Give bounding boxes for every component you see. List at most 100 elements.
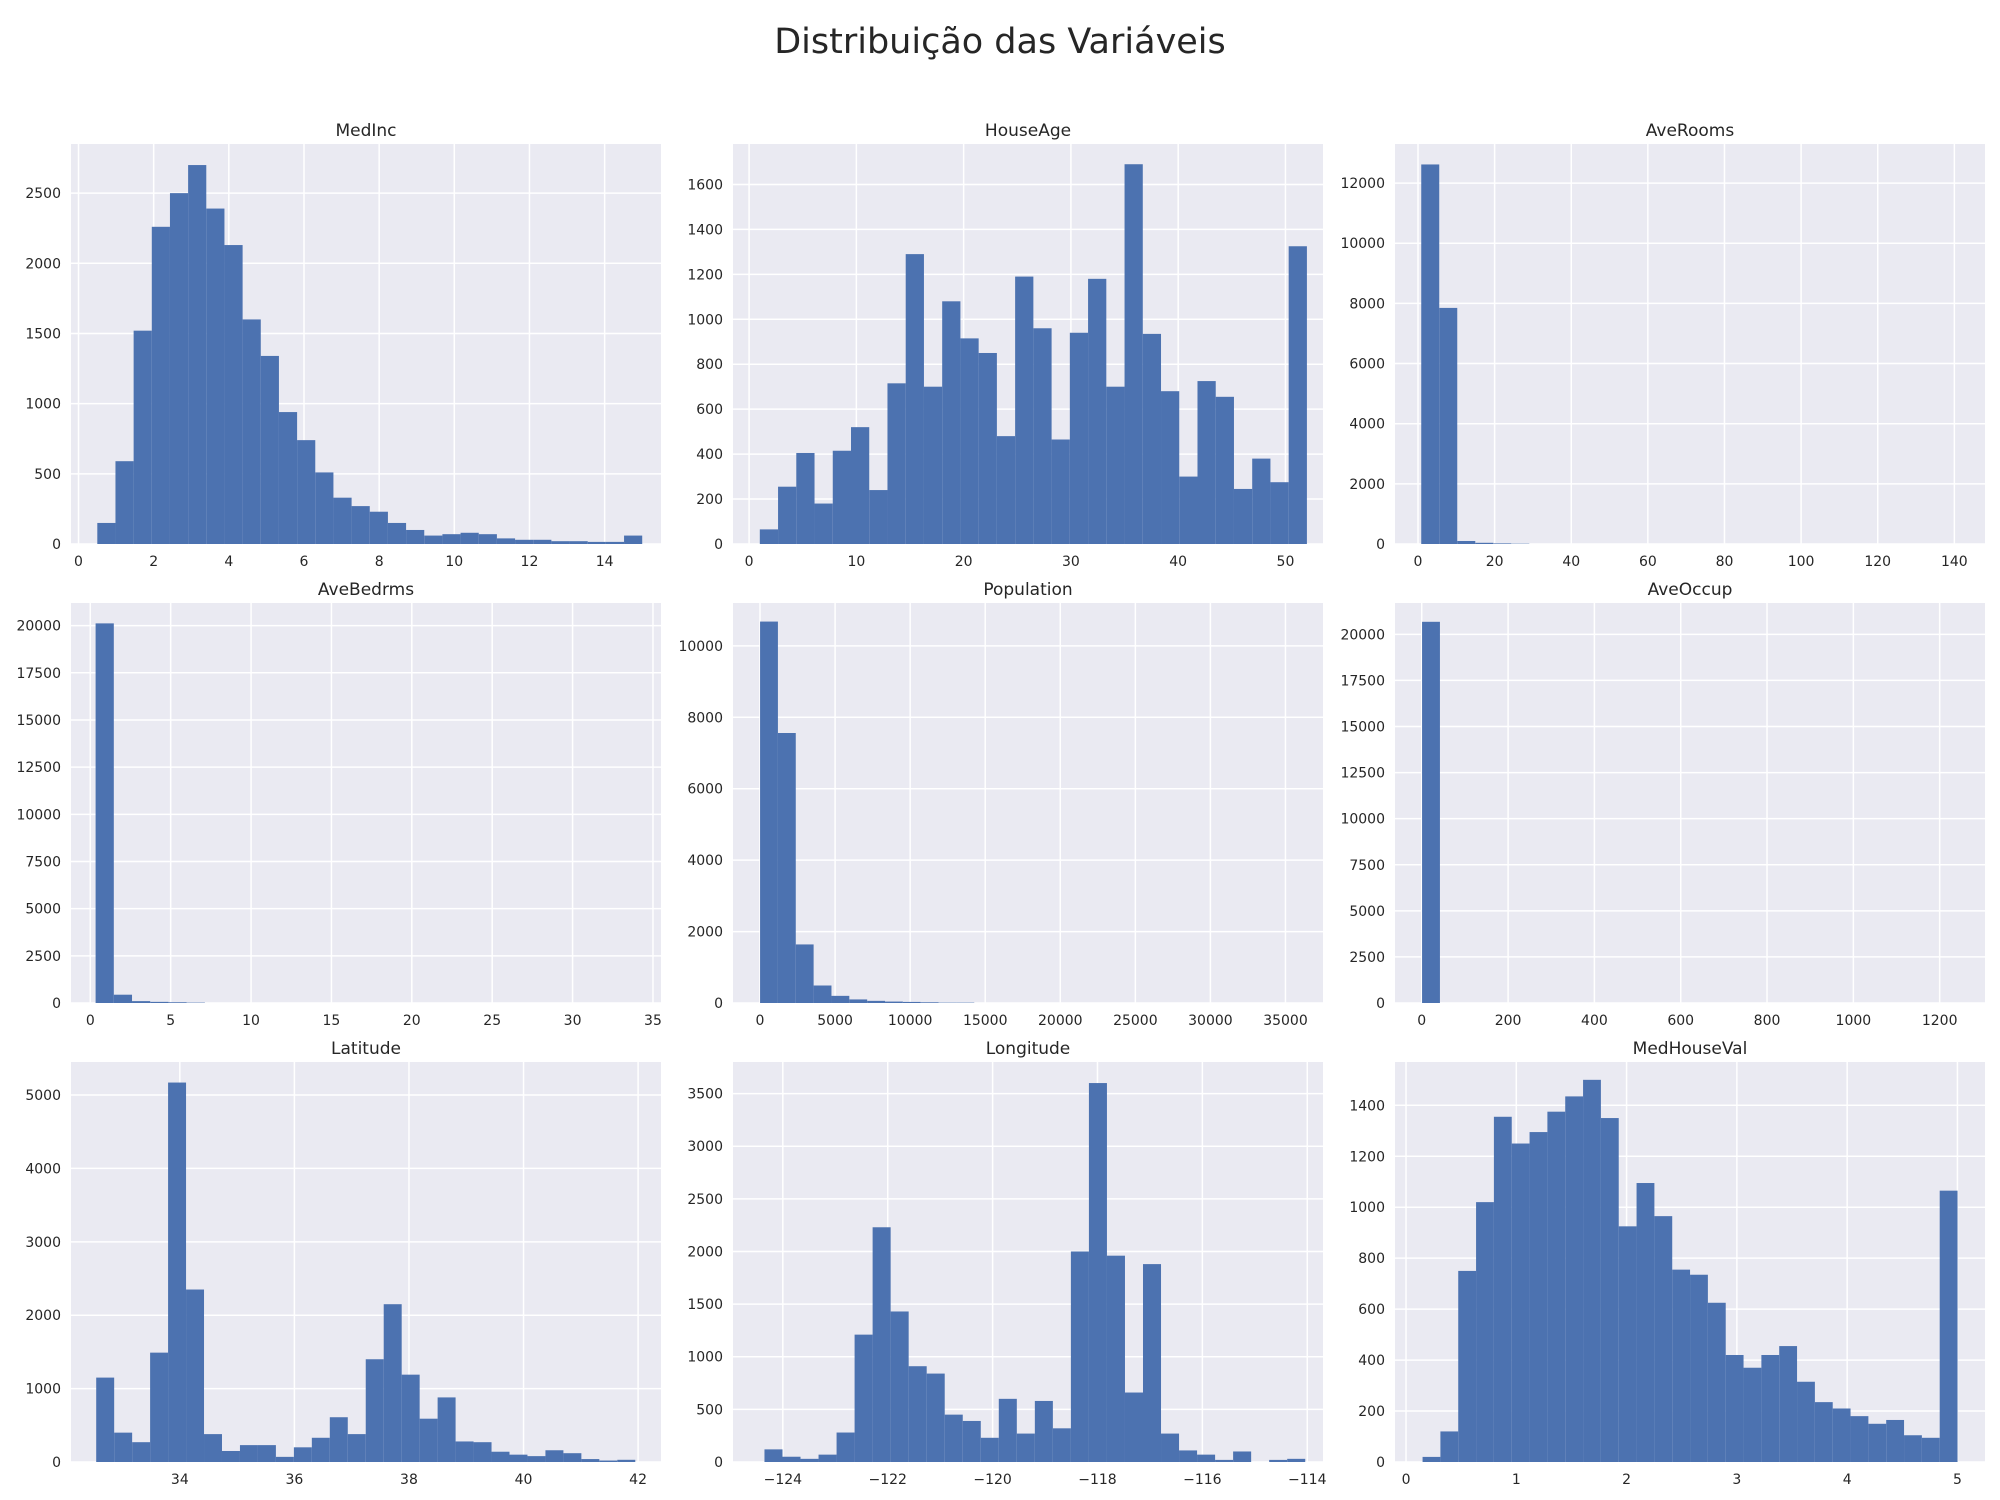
histogram-bar: [1547, 1111, 1566, 1462]
histogram-bar: [150, 1001, 169, 1003]
histogram-bar: [1421, 164, 1440, 545]
x-tick-label: 10: [445, 554, 463, 570]
x-tick-label: 2: [1622, 1472, 1631, 1488]
histogram-bar: [978, 352, 997, 544]
histogram-bar: [1511, 1143, 1530, 1462]
x-tick-label: 8: [375, 554, 384, 570]
histogram-bar: [242, 319, 261, 544]
x-tick-label: 0: [74, 554, 83, 570]
histogram-bar: [1179, 1450, 1198, 1462]
y-tick-label: 3000: [25, 1235, 61, 1251]
histogram-bar: [569, 541, 588, 544]
histogram-bar: [311, 1437, 330, 1462]
y-tick-label: 800: [696, 357, 723, 373]
histogram-bar: [1252, 458, 1271, 544]
histogram-medhouseval: 0 1 2 3 4 5 0 200 400 600 800 1000 1200 1400 MedHouseV…: [1349, 1039, 1985, 1488]
histogram-bar: [257, 1445, 276, 1462]
y-tick-label: 2000: [687, 1244, 723, 1260]
y-tick-label: 7500: [1349, 858, 1385, 874]
histogram-bar: [551, 541, 570, 544]
plot-area: [1395, 603, 1985, 1003]
histogram-bar: [1124, 1392, 1143, 1462]
histogram-bar: [150, 1352, 169, 1462]
x-tick-label: 34: [171, 1472, 189, 1488]
y-tick-label: 12500: [1340, 766, 1385, 782]
x-tick-label: 120: [1864, 554, 1891, 570]
y-tick-label: 5000: [25, 902, 61, 918]
y-tick-label: 3000: [687, 1139, 723, 1155]
histogram-bar: [186, 1289, 205, 1462]
y-tick-label: 1400: [687, 222, 723, 238]
histogram-bar: [347, 1434, 366, 1462]
histogram-bar: [1600, 1118, 1619, 1462]
histogram-bar: [1422, 621, 1440, 1003]
subplot-title: Latitude: [331, 1039, 401, 1059]
histogram-bar: [759, 529, 779, 544]
histogram-bar: [496, 538, 516, 544]
histogram-longitude: −124 −122 −120 −118 −116 −114 0 500 1000 1500 2000…: [687, 1039, 1326, 1488]
x-tick-label: 1000: [1836, 1013, 1872, 1029]
y-tick-label: 10000: [678, 639, 723, 655]
y-tick-label: 2500: [25, 949, 61, 965]
y-tick-label: 2000: [25, 1308, 61, 1324]
x-tick-label: 4: [1843, 1472, 1852, 1488]
x-tick-label: 200: [1495, 1013, 1522, 1029]
x-tick-label: 0: [1402, 1472, 1411, 1488]
x-tick-label: 1200: [1922, 1013, 1958, 1029]
x-tick-label: 0: [86, 1013, 95, 1029]
histogram-bar: [920, 1002, 939, 1003]
subplot-title: AveBedrms: [318, 580, 414, 600]
histogram-bar: [533, 539, 552, 544]
histogram-bar: [509, 1454, 528, 1462]
histogram-bar: [962, 1420, 981, 1462]
histogram-bar: [188, 165, 207, 545]
x-tick-label: 3: [1732, 1472, 1741, 1488]
y-tick-label: 1600: [687, 177, 723, 193]
y-tick-label: 7500: [25, 854, 61, 870]
y-tick-label: 10000: [16, 807, 61, 823]
histogram-bar: [902, 1001, 921, 1003]
x-tick-label: 10: [847, 554, 865, 570]
histogram-bar: [778, 486, 797, 544]
histogram-bar: [239, 1445, 258, 1462]
y-tick-label: 200: [696, 492, 723, 508]
y-tick-label: 6000: [1349, 357, 1385, 373]
histogram-bar: [1797, 1381, 1815, 1462]
y-tick-label: 1000: [25, 397, 61, 413]
y-tick-label: 1500: [25, 326, 61, 342]
histogram-bar: [169, 193, 189, 544]
x-tick-label: 38: [400, 1472, 418, 1488]
histogram-bar: [97, 522, 116, 544]
histogram-bar: [1142, 333, 1162, 544]
histogram-bar: [926, 1373, 945, 1462]
histogram-bar: [581, 1459, 600, 1462]
histogram-bar: [1868, 1423, 1887, 1462]
histogram-bar: [1921, 1437, 1940, 1462]
histogram-bar: [1672, 1269, 1691, 1462]
y-tick-label: 0: [52, 996, 61, 1012]
x-tick-label: 30: [564, 1013, 582, 1029]
histogram-bar: [818, 1454, 837, 1462]
y-tick-label: 2500: [25, 186, 61, 202]
histogram-bar: [1761, 1354, 1780, 1462]
histogram-bar: [204, 1434, 222, 1462]
subplot-title: AveOccup: [1648, 580, 1733, 600]
y-tick-label: 600: [1358, 1302, 1385, 1318]
y-tick-label: 400: [1358, 1353, 1385, 1369]
y-tick-label: 4000: [25, 1161, 61, 1177]
histogram-bar: [527, 1456, 546, 1462]
histogram-bar: [1215, 1459, 1234, 1462]
y-tick-label: 800: [1358, 1251, 1385, 1267]
histogram-bar: [800, 1458, 819, 1462]
y-tick-label: 0: [1376, 537, 1385, 553]
histogram-bar: [333, 497, 352, 544]
x-tick-label: 4: [224, 554, 233, 570]
histogram-bar: [133, 330, 152, 544]
y-tick-label: 10000: [1340, 236, 1385, 252]
y-tick-label: 1500: [687, 1297, 723, 1313]
x-tick-label: −122: [868, 1472, 906, 1488]
subplot-title: HouseAge: [985, 121, 1071, 141]
histogram-bar: [545, 1450, 564, 1462]
histogram-bar: [1179, 476, 1198, 544]
histogram-bar: [1270, 482, 1289, 544]
